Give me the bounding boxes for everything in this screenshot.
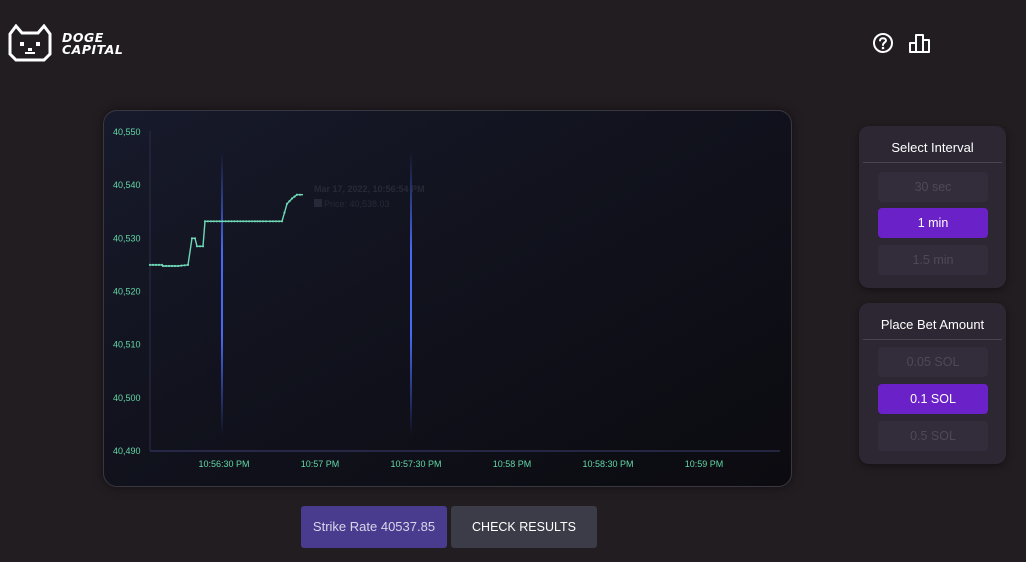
price-point bbox=[251, 220, 254, 223]
x-axis-ticks: 10:56:30 PM 10:57 PM 10:57:30 PM 10:58 PM 10… bbox=[198, 459, 723, 469]
price-line bbox=[150, 194, 303, 267]
price-point bbox=[274, 220, 278, 223]
y-tick-label: 40,530 bbox=[113, 233, 141, 243]
y-tick-label: 40,510 bbox=[113, 340, 141, 350]
price-point bbox=[288, 200, 291, 203]
price-point bbox=[183, 264, 186, 267]
bet-option-0-5-sol[interactable]: 0.5 SOL bbox=[878, 421, 988, 451]
time-markers bbox=[221, 151, 412, 436]
y-tick-label: 40,520 bbox=[113, 287, 141, 297]
price-point bbox=[203, 220, 207, 223]
brand-logo[interactable]: DOGE CAPITAL bbox=[6, 24, 123, 64]
x-tick-label: 10:57:30 PM bbox=[390, 459, 441, 469]
price-point bbox=[239, 220, 242, 223]
time-marker bbox=[410, 151, 412, 436]
price-series bbox=[148, 193, 303, 268]
price-point bbox=[157, 263, 161, 266]
price-point bbox=[253, 220, 257, 223]
bet-amount-panel: Place Bet Amount 0.05 SOL 0.1 SOL 0.5 SO… bbox=[859, 303, 1006, 464]
price-point bbox=[283, 211, 286, 214]
price-point bbox=[224, 220, 227, 223]
price-point bbox=[161, 264, 165, 268]
price-point bbox=[176, 264, 180, 268]
tooltip-swatch bbox=[314, 199, 322, 207]
price-point bbox=[280, 220, 284, 223]
x-tick-label: 10:57 PM bbox=[301, 459, 340, 469]
price-point bbox=[193, 237, 197, 240]
price-point bbox=[230, 220, 233, 223]
price-point bbox=[298, 193, 302, 196]
leaderboard-button[interactable] bbox=[908, 32, 932, 56]
time-marker bbox=[221, 151, 223, 436]
y-tick-label: 40,550 bbox=[113, 127, 141, 137]
price-point bbox=[201, 245, 205, 248]
price-point bbox=[148, 263, 152, 266]
chart-tooltip: Mar 17, 2022, 10:56:54 PM Price: 40,538.… bbox=[314, 184, 425, 209]
x-tick-label: 10:58:30 PM bbox=[582, 459, 633, 469]
brand-line-2: CAPITAL bbox=[62, 42, 124, 57]
interval-panel-title: Select Interval bbox=[863, 126, 1002, 163]
strike-rate-button[interactable]: Strike Rate 40537.85 bbox=[301, 506, 447, 548]
price-point bbox=[227, 220, 230, 223]
price-point bbox=[258, 220, 262, 223]
price-point bbox=[212, 220, 215, 223]
price-point bbox=[264, 220, 268, 223]
price-point bbox=[242, 220, 245, 223]
price-point bbox=[209, 220, 212, 223]
price-point bbox=[290, 197, 294, 200]
price-point bbox=[268, 220, 272, 223]
x-tick-label: 10:59 PM bbox=[685, 459, 724, 469]
help-icon bbox=[873, 33, 893, 53]
interval-option-30-sec[interactable]: 30 sec bbox=[878, 172, 988, 202]
price-point bbox=[261, 220, 265, 223]
price-point bbox=[167, 264, 171, 268]
price-point bbox=[248, 220, 251, 223]
price-point bbox=[198, 245, 202, 248]
brand-name: DOGE CAPITAL bbox=[62, 30, 124, 57]
price-point bbox=[206, 220, 209, 223]
price-point bbox=[190, 237, 194, 240]
price-point bbox=[164, 264, 168, 268]
bet-option-0-05-sol[interactable]: 0.05 SOL bbox=[878, 347, 988, 377]
price-point bbox=[151, 263, 155, 266]
price-chart[interactable]: 40,550 40,540 40,530 40,520 40,510 40,500 40,4… bbox=[103, 110, 792, 487]
y-axis-ticks: 40,550 40,540 40,530 40,520 40,510 40,500 40,4… bbox=[113, 127, 141, 456]
interval-option-1-min[interactable]: 1 min bbox=[878, 208, 988, 238]
price-point bbox=[218, 220, 221, 223]
price-point bbox=[277, 220, 281, 223]
price-point bbox=[285, 202, 289, 205]
price-point bbox=[256, 220, 259, 223]
price-point bbox=[295, 193, 299, 196]
price-point bbox=[293, 195, 296, 198]
price-point bbox=[236, 220, 239, 223]
bet-option-0-1-sol[interactable]: 0.1 SOL bbox=[878, 384, 988, 414]
brand-line-1: DOGE bbox=[62, 30, 104, 45]
help-button[interactable] bbox=[872, 32, 896, 56]
price-point bbox=[221, 220, 224, 223]
tooltip-price: Price: 40,538.03 bbox=[324, 199, 390, 209]
check-results-button[interactable]: CHECK RESULTS bbox=[451, 506, 597, 548]
x-tick-label: 10:56:30 PM bbox=[198, 459, 249, 469]
price-point bbox=[271, 220, 275, 223]
price-point bbox=[245, 220, 248, 223]
price-point bbox=[233, 220, 236, 223]
price-point bbox=[195, 245, 199, 248]
y-tick-label: 40,490 bbox=[113, 446, 141, 456]
interval-option-1-5-min[interactable]: 1.5 min bbox=[878, 245, 988, 275]
price-point bbox=[154, 263, 158, 266]
price-chart-svg[interactable]: 40,550 40,540 40,530 40,520 40,510 40,500 40,4… bbox=[104, 111, 792, 487]
price-point bbox=[170, 264, 174, 268]
price-point bbox=[186, 263, 190, 266]
interval-panel: Select Interval 30 sec 1 min 1.5 min bbox=[859, 126, 1006, 288]
y-tick-label: 40,540 bbox=[113, 180, 141, 190]
y-tick-label: 40,500 bbox=[113, 393, 141, 403]
bet-panel-title: Place Bet Amount bbox=[863, 303, 1002, 340]
dog-logo-icon bbox=[8, 24, 52, 62]
price-point bbox=[215, 220, 218, 223]
price-point bbox=[173, 264, 177, 268]
price-point bbox=[180, 264, 183, 267]
x-tick-label: 10:58 PM bbox=[493, 459, 532, 469]
leaderboard-icon bbox=[909, 34, 930, 53]
tooltip-time: Mar 17, 2022, 10:56:54 PM bbox=[314, 184, 425, 194]
